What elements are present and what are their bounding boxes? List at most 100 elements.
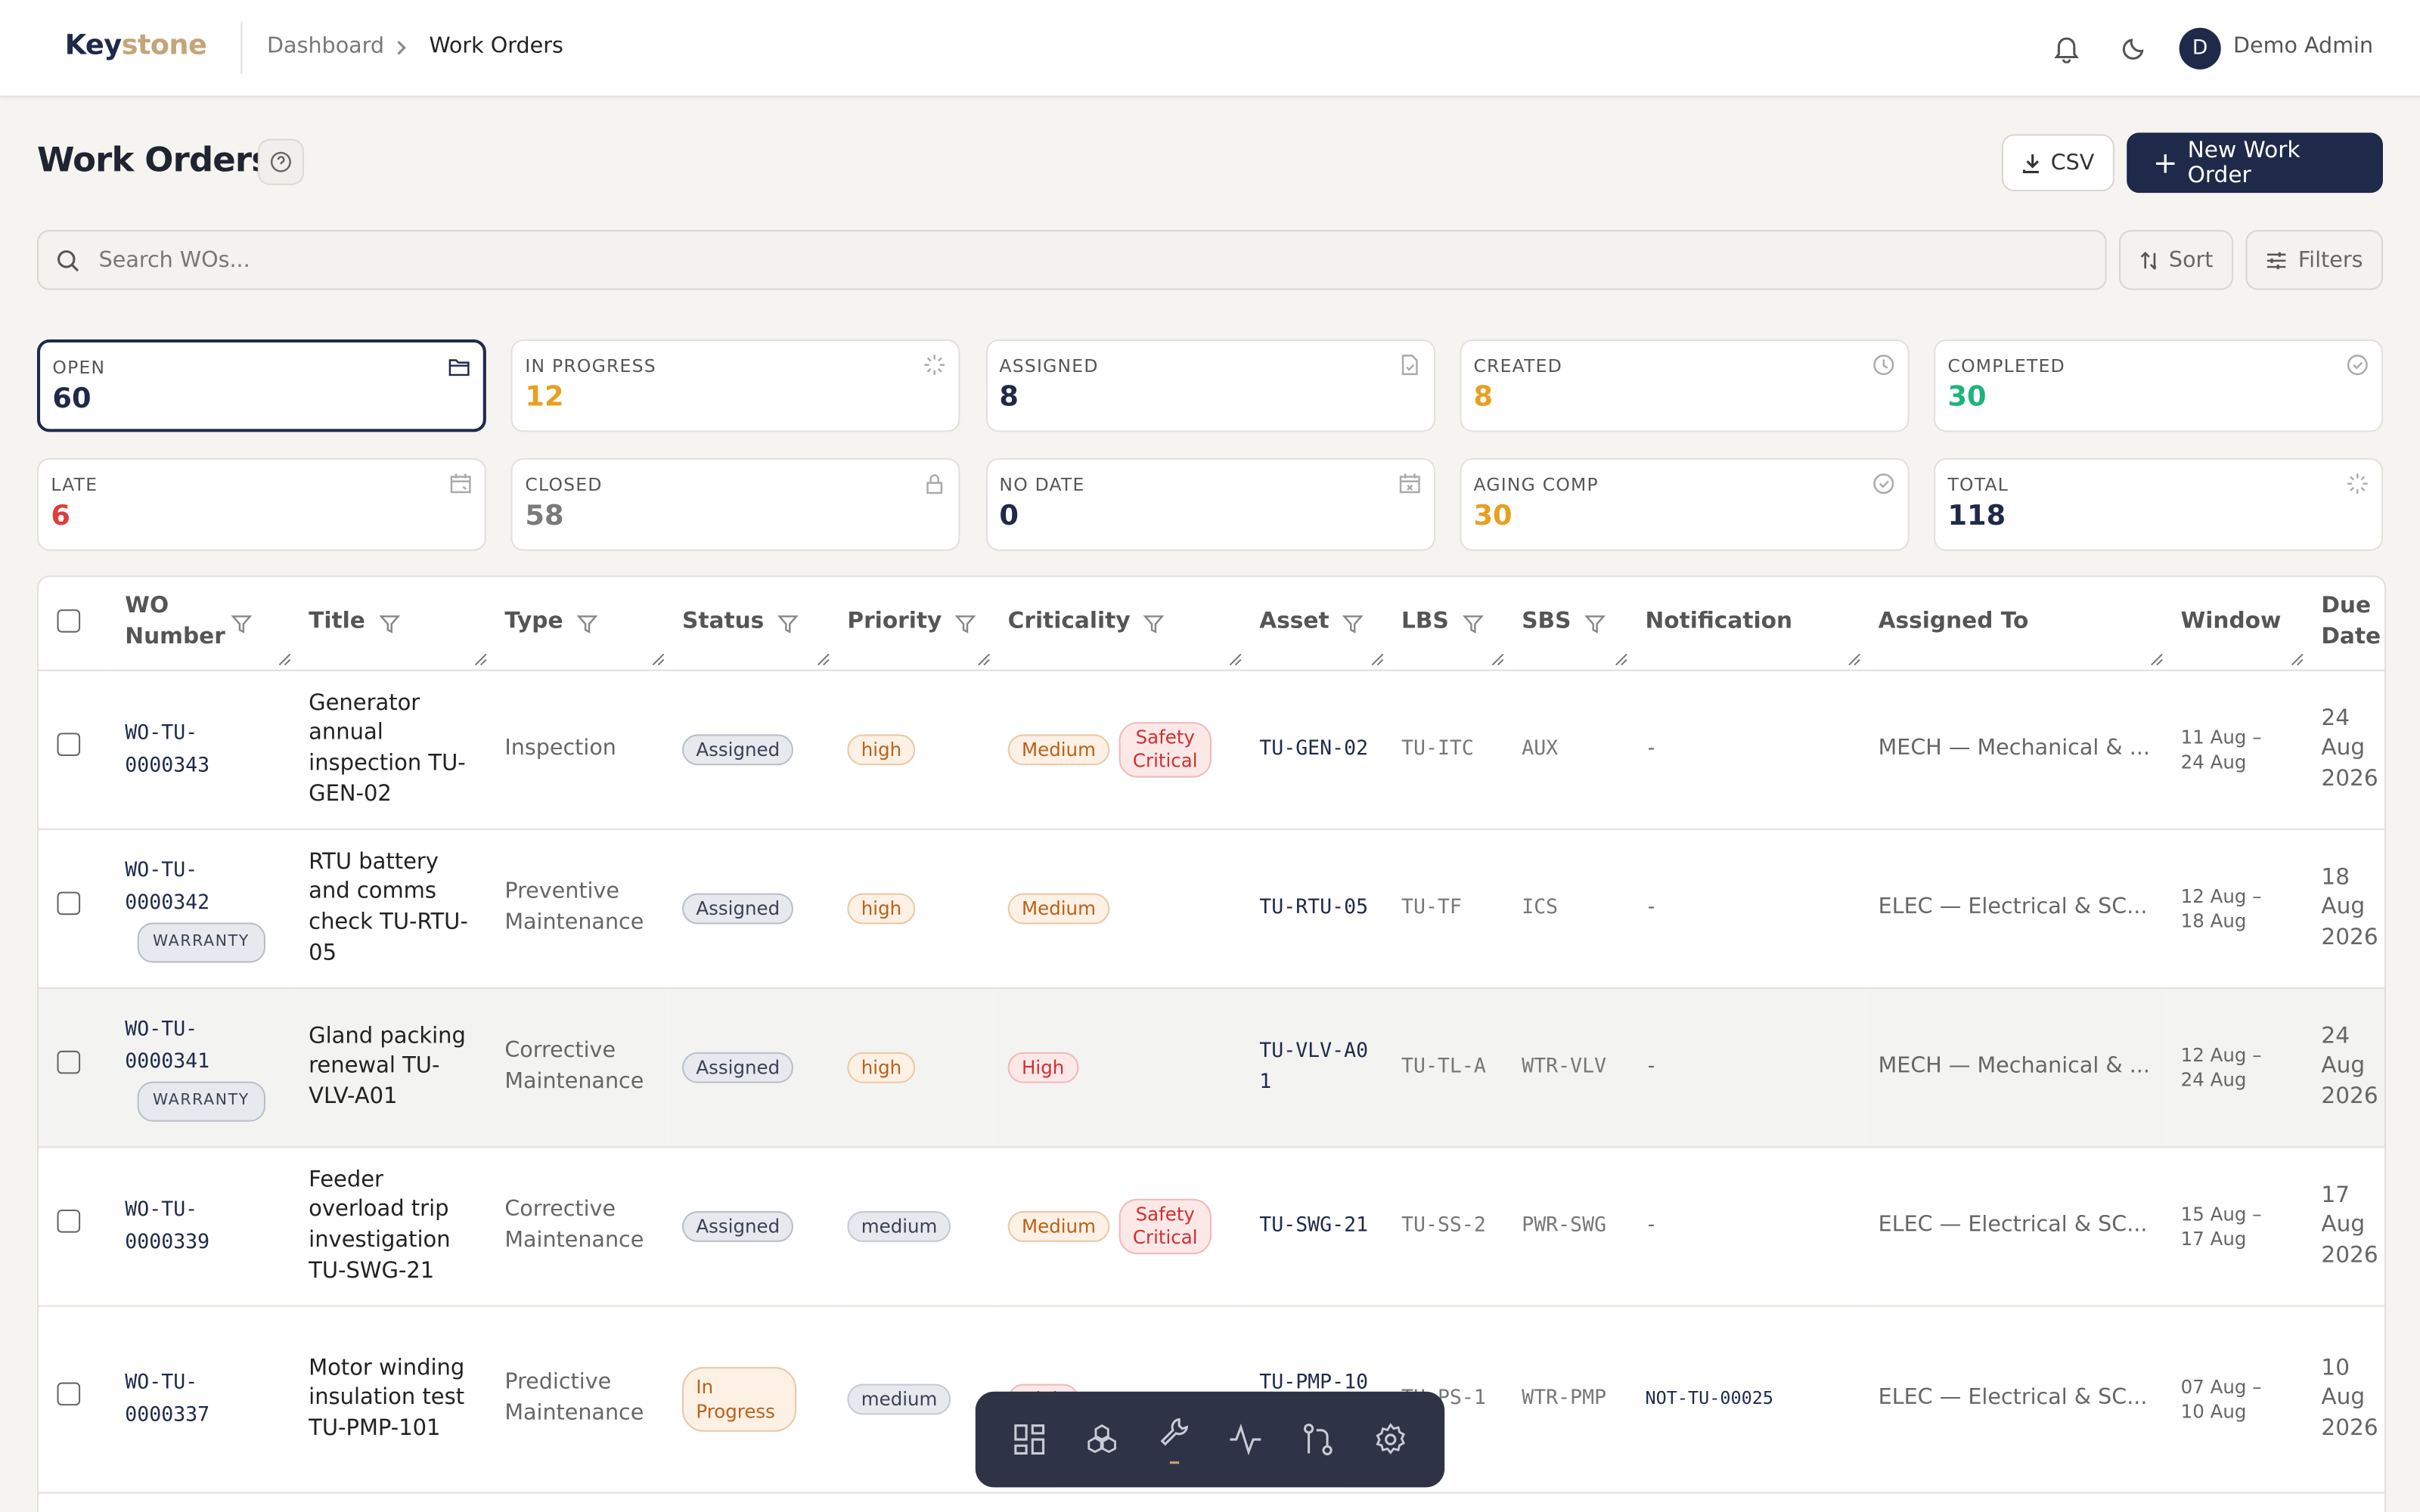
- table-row[interactable]: WO-TU-0000342 WARRANTY RTU battery and com…: [39, 829, 2385, 990]
- theme-icon[interactable]: [2119, 33, 2150, 64]
- column-label: Window: [2180, 609, 2282, 635]
- stat-card[interactable]: AGING COMP 30: [1460, 458, 1909, 551]
- wo-number[interactable]: WO-TU-0000339: [125, 1198, 210, 1255]
- plus-icon: [2155, 153, 2175, 172]
- stat-icon: [2347, 355, 2368, 376]
- resize-handle[interactable]: [651, 652, 665, 666]
- stat-label: OPEN: [52, 356, 106, 378]
- dashboard-icon[interactable]: [1011, 1421, 1048, 1458]
- table-row[interactable]: WO-TU-0000337 Motor winding insulation te…: [39, 1306, 2385, 1494]
- wo-number[interactable]: WO-TU-0000343: [125, 722, 210, 778]
- stat-card[interactable]: CLOSED 58: [511, 458, 960, 551]
- activity-icon[interactable]: [1227, 1421, 1264, 1458]
- stat-card[interactable]: ASSIGNED 8: [985, 339, 1435, 432]
- breadcrumb-link[interactable]: Dashboard: [267, 33, 385, 59]
- stat-label: COMPLETED: [1947, 355, 2065, 376]
- stat-icon: [926, 474, 943, 494]
- header-cell[interactable]: Asset: [1245, 577, 1388, 671]
- asset-cell[interactable]: TU-VLV-A01: [1245, 988, 1388, 1148]
- stat-label: CLOSED: [525, 473, 603, 496]
- row-checkbox[interactable]: [57, 1051, 81, 1074]
- search-box[interactable]: Search WOs...: [36, 230, 2107, 290]
- header-content: WO Number: [125, 593, 281, 653]
- column-label: Status: [682, 609, 765, 635]
- row-checkbox[interactable]: [57, 733, 81, 757]
- user-name[interactable]: Demo Admin: [2233, 33, 2374, 59]
- header-content: Due Date: [2321, 593, 2381, 653]
- header-cell[interactable]: LBS: [1387, 577, 1508, 671]
- header-cell[interactable]: Due Date: [2307, 577, 2385, 671]
- header-cell[interactable]: Priority: [833, 577, 994, 671]
- header-cell[interactable]: Title: [294, 577, 491, 671]
- wo-number[interactable]: WO-TU-0000341: [125, 1018, 210, 1074]
- help-button[interactable]: [257, 138, 305, 185]
- search-placeholder: Search WOs...: [98, 248, 250, 274]
- stat-card[interactable]: LATE 6: [36, 458, 486, 551]
- stat-card[interactable]: NO DATE 0: [985, 458, 1435, 551]
- asset-cell[interactable]: TU-GEN-02: [1245, 670, 1388, 830]
- stat-card[interactable]: OPEN 60: [36, 339, 486, 432]
- workflow-icon[interactable]: [1299, 1421, 1336, 1458]
- avatar[interactable]: D: [2179, 27, 2221, 70]
- wo-number[interactable]: WO-TU-0000342: [125, 860, 210, 916]
- header-cell[interactable]: Window: [2167, 577, 2307, 671]
- resize-handle[interactable]: [474, 652, 488, 666]
- select-all-checkbox[interactable]: [57, 609, 81, 632]
- brand[interactable]: Keystone: [65, 29, 207, 62]
- asset-cell[interactable]: TU-SWG-21: [1245, 1147, 1388, 1307]
- bell-icon[interactable]: [2051, 33, 2082, 64]
- cell: [39, 1147, 111, 1307]
- criticality-badges: Medium: [1007, 893, 1232, 925]
- table-row[interactable]: WO-TU-0000343 Generator annual inspection…: [39, 670, 2385, 830]
- row-checkbox[interactable]: [57, 1210, 81, 1234]
- type-cell: Corrective Maintenance: [490, 1147, 669, 1307]
- cell: Assigned: [668, 988, 834, 1148]
- work-orders-icon[interactable]: [1156, 1413, 1193, 1465]
- resize-handle[interactable]: [817, 652, 830, 666]
- stat-card[interactable]: TOTAL 118: [1934, 458, 2383, 551]
- row-checkbox[interactable]: [57, 891, 81, 916]
- stat-card[interactable]: CREATED 8: [1460, 339, 1909, 432]
- header-cell[interactable]: Status: [668, 577, 834, 671]
- asset-cell[interactable]: TU-RTU-05: [1245, 829, 1388, 990]
- stat-icon: [1872, 473, 1894, 494]
- wo-number[interactable]: WO-TU-0000337: [125, 1371, 210, 1427]
- settings-icon[interactable]: [1371, 1421, 1408, 1458]
- row-checkbox[interactable]: [57, 1382, 81, 1406]
- button-label: Filters: [2297, 247, 2363, 273]
- resize-handle[interactable]: [278, 652, 291, 666]
- title-cell: Motor winding insulation test TU-PMP-101: [294, 1306, 491, 1494]
- assets-icon[interactable]: [1084, 1421, 1121, 1458]
- notification-cell: -: [1631, 829, 1865, 990]
- sort-button[interactable]: Sort: [2119, 230, 2234, 290]
- header-cell[interactable]: SBS: [1507, 577, 1632, 671]
- resize-handle[interactable]: [2150, 652, 2164, 666]
- csv-button[interactable]: CSV: [2001, 134, 2114, 192]
- table-row[interactable]: WO-TU-0000341 WARRANTY Gland packing renew…: [39, 988, 2385, 1148]
- resize-handle[interactable]: [2291, 652, 2304, 666]
- filters-button[interactable]: Filters: [2245, 230, 2383, 290]
- stat-label: ASSIGNED: [999, 355, 1099, 376]
- header-cell[interactable]: Assigned To: [1864, 577, 2167, 671]
- header-cell[interactable]: WO Number: [110, 577, 295, 671]
- header-cell[interactable]: Notification: [1631, 577, 1865, 671]
- resize-handle[interactable]: [1491, 652, 1504, 666]
- resize-handle[interactable]: [1370, 652, 1384, 666]
- header-cell[interactable]: Type: [490, 577, 669, 671]
- stat-card[interactable]: IN PROGRESS 12: [511, 339, 960, 432]
- header-row: WO Number Title Type Status Priority Critical…: [39, 577, 2385, 671]
- stat-label: CREATED: [1473, 355, 1563, 376]
- table-row[interactable]: WO-TU-0000339 Feeder overload trip invest…: [39, 1147, 2385, 1307]
- lbs-cell: TU-TL-A: [1387, 988, 1508, 1148]
- resize-handle[interactable]: [1228, 652, 1242, 666]
- assigned-cell: ELEC — Electrical & SC...: [1864, 829, 2167, 990]
- column-label: Title: [309, 609, 365, 635]
- new-work-order-button[interactable]: New Work Order: [2127, 132, 2383, 194]
- stat-card[interactable]: COMPLETED 30: [1934, 339, 2383, 432]
- header-cell[interactable]: Criticality: [994, 577, 1246, 671]
- resize-handle[interactable]: [1615, 652, 1628, 666]
- resize-handle[interactable]: [1848, 652, 1861, 666]
- resize-handle[interactable]: [977, 652, 991, 666]
- header-content: Title: [309, 608, 476, 638]
- cell: WO-TU-0000339: [110, 1147, 295, 1307]
